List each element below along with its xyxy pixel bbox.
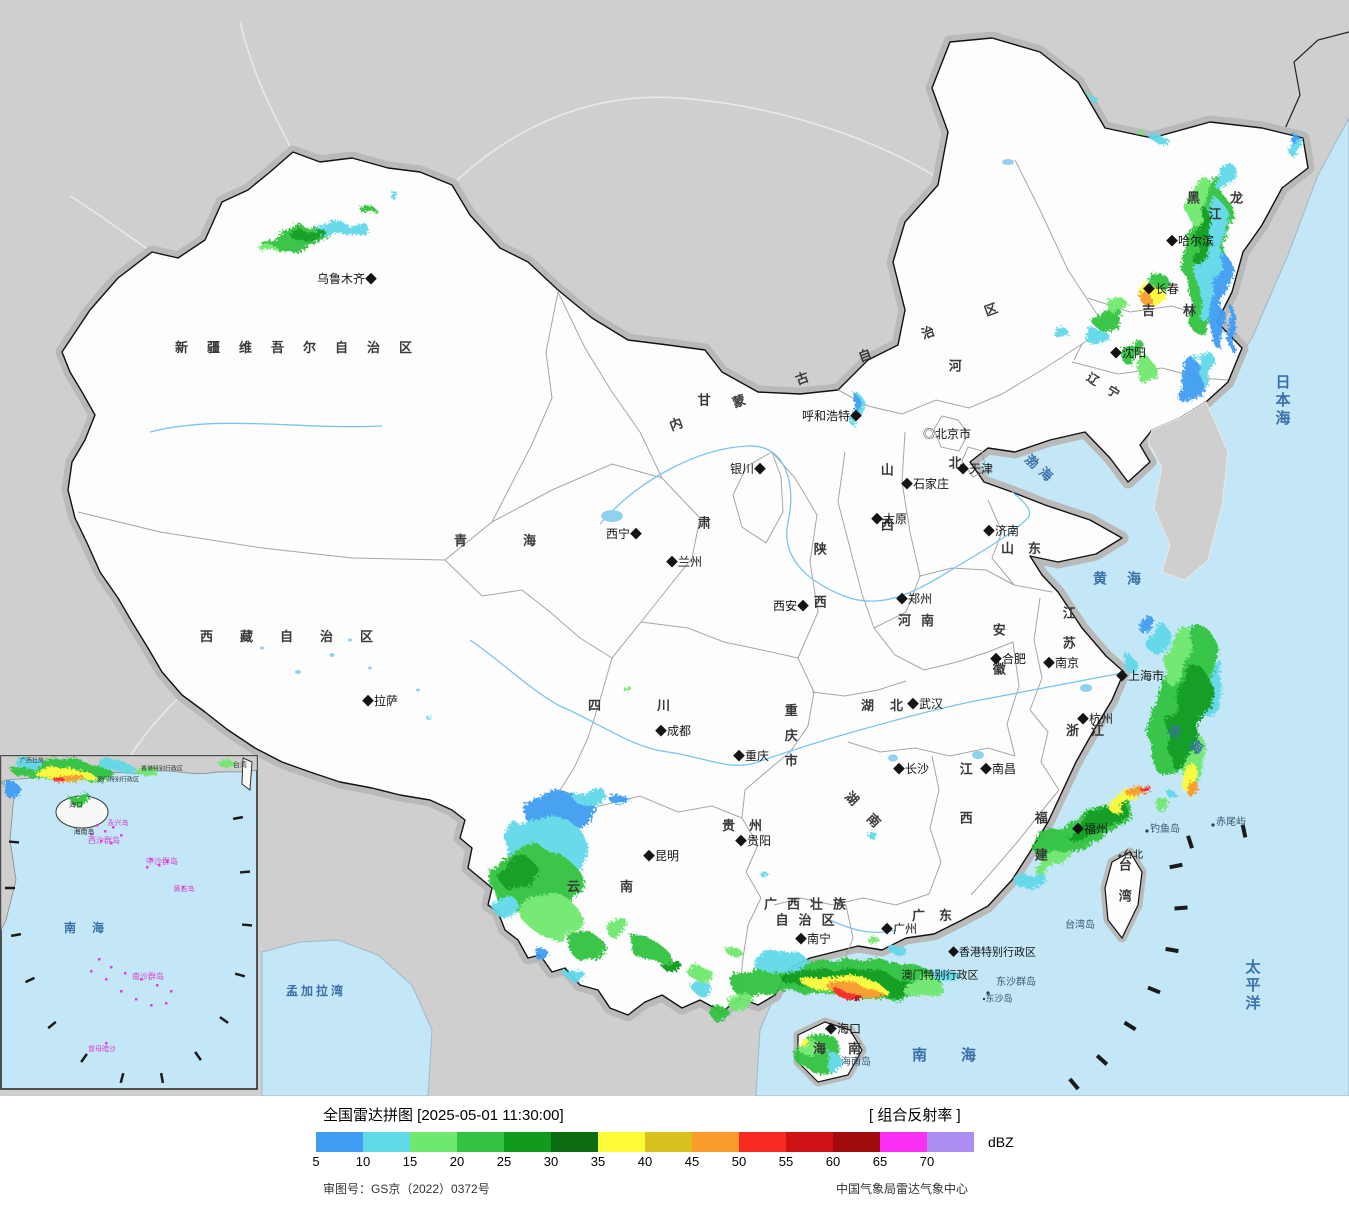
inset-island-groups bbox=[90, 824, 185, 1045]
china-landmass bbox=[61, 37, 1309, 1016]
product-name: [ 组合反射率 ] bbox=[869, 1107, 961, 1124]
northeast-coast-line bbox=[1279, 31, 1349, 141]
legend-unit: dBZ bbox=[988, 1134, 1014, 1150]
legend-tick-55: 55 bbox=[778, 1154, 794, 1169]
bay-of-bengal bbox=[261, 939, 433, 1096]
pearl-river bbox=[829, 919, 897, 933]
credit: 中国气象局雷达气象中心 bbox=[836, 1182, 969, 1196]
boundary-dashes bbox=[1068, 824, 1248, 1091]
legend-tick-25: 25 bbox=[496, 1154, 512, 1169]
legend-tick-65: 65 bbox=[872, 1154, 888, 1169]
legend-tick-45: 45 bbox=[684, 1154, 700, 1169]
taiwan-island bbox=[1104, 851, 1143, 940]
yangtze-river bbox=[559, 672, 1123, 766]
province-borders bbox=[77, 159, 1229, 997]
legend-ticks: 5 10 15 20 25 30 35 40 45 50 55 60 65 70 bbox=[312, 1154, 974, 1170]
legend-cell-20 bbox=[457, 1132, 504, 1152]
legend-cell-25 bbox=[504, 1132, 551, 1152]
legend-tick-30: 30 bbox=[543, 1154, 559, 1169]
legend-cell-50 bbox=[739, 1132, 786, 1152]
inset-map bbox=[0, 755, 258, 1090]
small-island-dots bbox=[982, 823, 1215, 1001]
map-canvas bbox=[0, 0, 1349, 1096]
foreign-borders bbox=[69, 21, 939, 803]
inset-boundary-dashes bbox=[5, 815, 253, 1084]
legend-cell-35 bbox=[598, 1132, 645, 1152]
tarim-river bbox=[149, 422, 383, 433]
legend-tick-60: 60 bbox=[825, 1154, 841, 1169]
legend-panel: 全国雷达拼图 [2025-05-01 11:30:00] [ 组合反射率 ] d… bbox=[0, 1096, 1349, 1208]
legend-cell-65 bbox=[880, 1132, 927, 1152]
legend-tick-40: 40 bbox=[637, 1154, 653, 1169]
legend-cell-10 bbox=[363, 1132, 410, 1152]
rivers bbox=[149, 422, 1123, 933]
legend-cell-15 bbox=[410, 1132, 457, 1152]
legend-tick-20: 20 bbox=[449, 1154, 465, 1169]
legend-cell-40 bbox=[645, 1132, 692, 1152]
inset-taiwan bbox=[241, 757, 253, 791]
legend-tick-10: 10 bbox=[355, 1154, 371, 1169]
legend-tick-5: 5 bbox=[312, 1154, 320, 1169]
inset-radar-echoes bbox=[4, 756, 233, 803]
legend-cell-60 bbox=[833, 1132, 880, 1152]
legend-tick-35: 35 bbox=[590, 1154, 606, 1169]
map-title: 全国雷达拼图 [2025-05-01 11:30:00] bbox=[323, 1107, 564, 1124]
inset-frame bbox=[0, 755, 258, 1090]
legend-cell-45 bbox=[692, 1132, 739, 1152]
legend-cell-5 bbox=[316, 1132, 363, 1152]
yellow-river bbox=[599, 445, 1031, 602]
legend-cell-70 bbox=[927, 1132, 974, 1152]
korea-peninsula bbox=[1147, 401, 1229, 581]
radar-echoes bbox=[256, 93, 1308, 1070]
legend-cell-55 bbox=[786, 1132, 833, 1152]
lakes bbox=[260, 159, 1092, 762]
map-area: 新疆维吾尔自治区 西藏自治区 青海 甘肃 内蒙古自治区 黑龙江 吉林 辽宁 河北 山西 山东 河南 陕西… bbox=[0, 0, 1349, 1096]
upper-yangtze bbox=[469, 639, 561, 707]
legend-tick-50: 50 bbox=[731, 1154, 747, 1169]
legend-colorbar bbox=[316, 1132, 974, 1152]
legend-cell-30 bbox=[551, 1132, 598, 1152]
legend-tick-15: 15 bbox=[402, 1154, 418, 1169]
map-license: 审图号：GS京（2022）0372号 bbox=[323, 1182, 490, 1196]
legend-tick-70: 70 bbox=[919, 1154, 935, 1169]
